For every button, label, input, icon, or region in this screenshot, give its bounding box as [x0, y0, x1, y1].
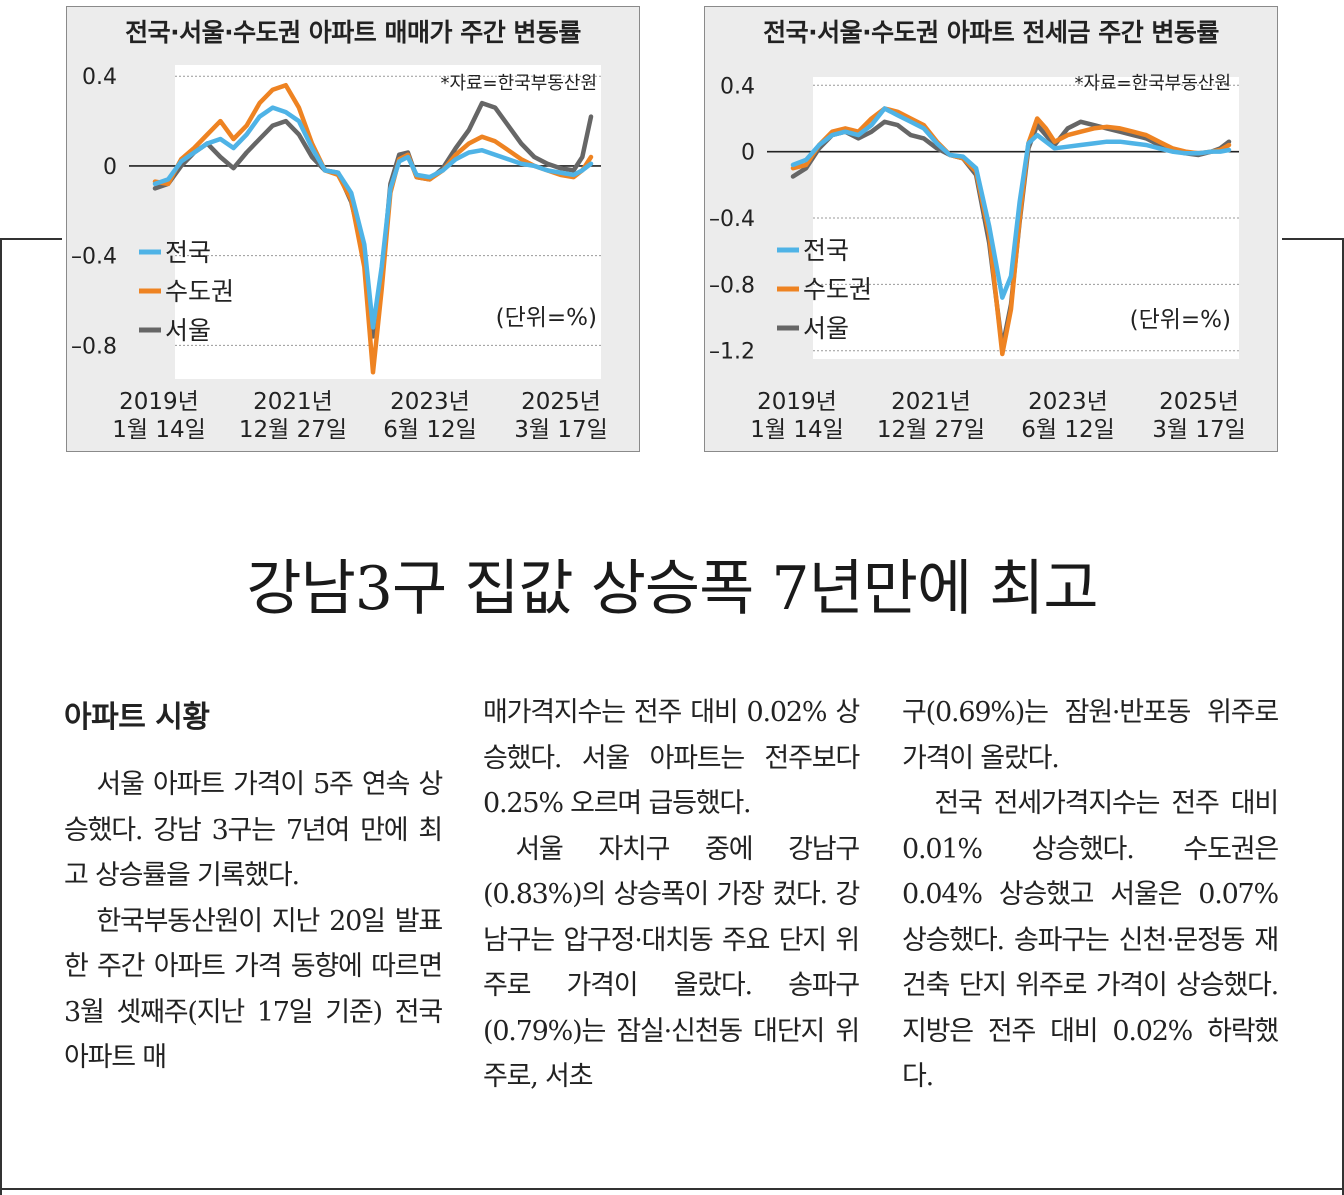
y-tick-label: 0.4	[720, 74, 755, 99]
frame-line-left-vertical	[0, 238, 2, 1195]
y-tick-label: –0.8	[709, 273, 755, 298]
source-label: *자료=한국부동산원	[440, 73, 597, 94]
series-line-0	[790, 106, 1232, 300]
x-tick-year: 2019년	[119, 389, 199, 415]
x-tick-date: 1월 14일	[112, 417, 206, 443]
legend-label: 수도권	[803, 275, 872, 304]
y-tick-label: –1.2	[709, 340, 755, 365]
x-tick-date: 3월 17일	[1152, 417, 1246, 443]
x-tick-date: 6월 12일	[383, 417, 477, 443]
y-tick-label: –0.8	[71, 334, 117, 359]
chart-jeonse-price: 전국·서울·수도권 아파트 전세금 주간 변동률 0.4 0 –0.4 –0.8 –1.…	[704, 6, 1278, 452]
series-line-0	[152, 105, 594, 330]
x-tick-year: 2025년	[521, 389, 601, 415]
article-column-2: 매가격지수는 전주 대비 0.02% 상승했다. 서울 아파트는 전주보다 0.…	[483, 690, 860, 1100]
article-column-3: 구(0.69%)는 잠원·반포동 위주로 가격이 올랐다. 전국 전세가격지수는…	[902, 690, 1279, 1100]
legend-label: 전국	[803, 236, 849, 265]
x-tick-date: 1월 14일	[750, 417, 844, 443]
frame-line-right-vertical	[1342, 238, 1344, 1195]
x-tick-year: 2025년	[1159, 389, 1239, 415]
paragraph: 전국 전세가격지수는 전주 대비 0.01% 상승했다. 수도권은 0.04% …	[902, 788, 1279, 1092]
x-tick-date: 12월 27일	[239, 417, 347, 443]
section-heading: 아파트 시황	[64, 700, 210, 735]
x-tick-date: 3월 17일	[514, 417, 608, 443]
paragraph: 서울 아파트 가격이 5주 연속 상승했다. 강남 3구는 7년여 만에 최고 …	[64, 769, 443, 891]
paragraph: 매가격지수는 전주 대비 0.02% 상승했다. 서울 아파트는 전주보다 0.…	[483, 697, 860, 819]
chart-sale-price: 전국·서울·수도권 아파트 매매가 주간 변동률 0.4 0 –0.4 –0.8 *자료…	[66, 6, 640, 452]
chart-title: 전국·서울·수도권 아파트 매매가 주간 변동률	[125, 18, 581, 47]
source-label: *자료=한국부동산원	[1074, 73, 1231, 94]
x-tick-year: 2023년	[1028, 389, 1108, 415]
legend-label: 서울	[165, 316, 211, 345]
y-tick-label: 0.4	[82, 65, 117, 90]
y-tick-label: –0.4	[71, 245, 117, 270]
x-tick-date: 6월 12일	[1021, 417, 1115, 443]
headline: 강남3구 집값 상승폭 7년만에 최고	[246, 554, 1098, 624]
frame-line-left-top	[0, 238, 62, 240]
frame-line-right-top	[1282, 238, 1344, 240]
y-tick-label: –0.4	[709, 207, 755, 232]
paragraph: 구(0.69%)는 잠원·반포동 위주로 가격이 올랐다.	[902, 697, 1279, 774]
frame-line-bottom	[0, 1188, 1344, 1190]
legend-label: 서울	[803, 314, 849, 343]
legend-label: 전국	[165, 238, 211, 267]
unit-label: (단위=%)	[1130, 307, 1231, 333]
y-tick-label: 0	[103, 155, 117, 180]
legend-label: 수도권	[165, 277, 234, 306]
unit-label: (단위=%)	[496, 305, 597, 331]
y-tick-label: 0	[741, 141, 755, 166]
x-tick-year: 2019년	[757, 389, 837, 415]
paragraph: 한국부동산원이 지난 20일 발표한 주간 아파트 가격 동향에 따르면 3월 …	[64, 905, 443, 1074]
paragraph: 서울 자치구 중에 강남구(0.83%)의 상승폭이 가장 컸다. 강남구는 압…	[483, 833, 860, 1093]
x-tick-year: 2021년	[891, 389, 971, 415]
chart-title: 전국·서울·수도권 아파트 전세금 주간 변동률	[763, 18, 1219, 47]
x-tick-year: 2023년	[390, 389, 470, 415]
x-tick-year: 2021년	[253, 389, 333, 415]
x-tick-date: 12월 27일	[877, 417, 985, 443]
series-line-1	[152, 82, 594, 375]
article-column-1: 아파트 시황 서울 아파트 가격이 5주 연속 상승했다. 강남 3구는 7년여…	[64, 690, 443, 1081]
